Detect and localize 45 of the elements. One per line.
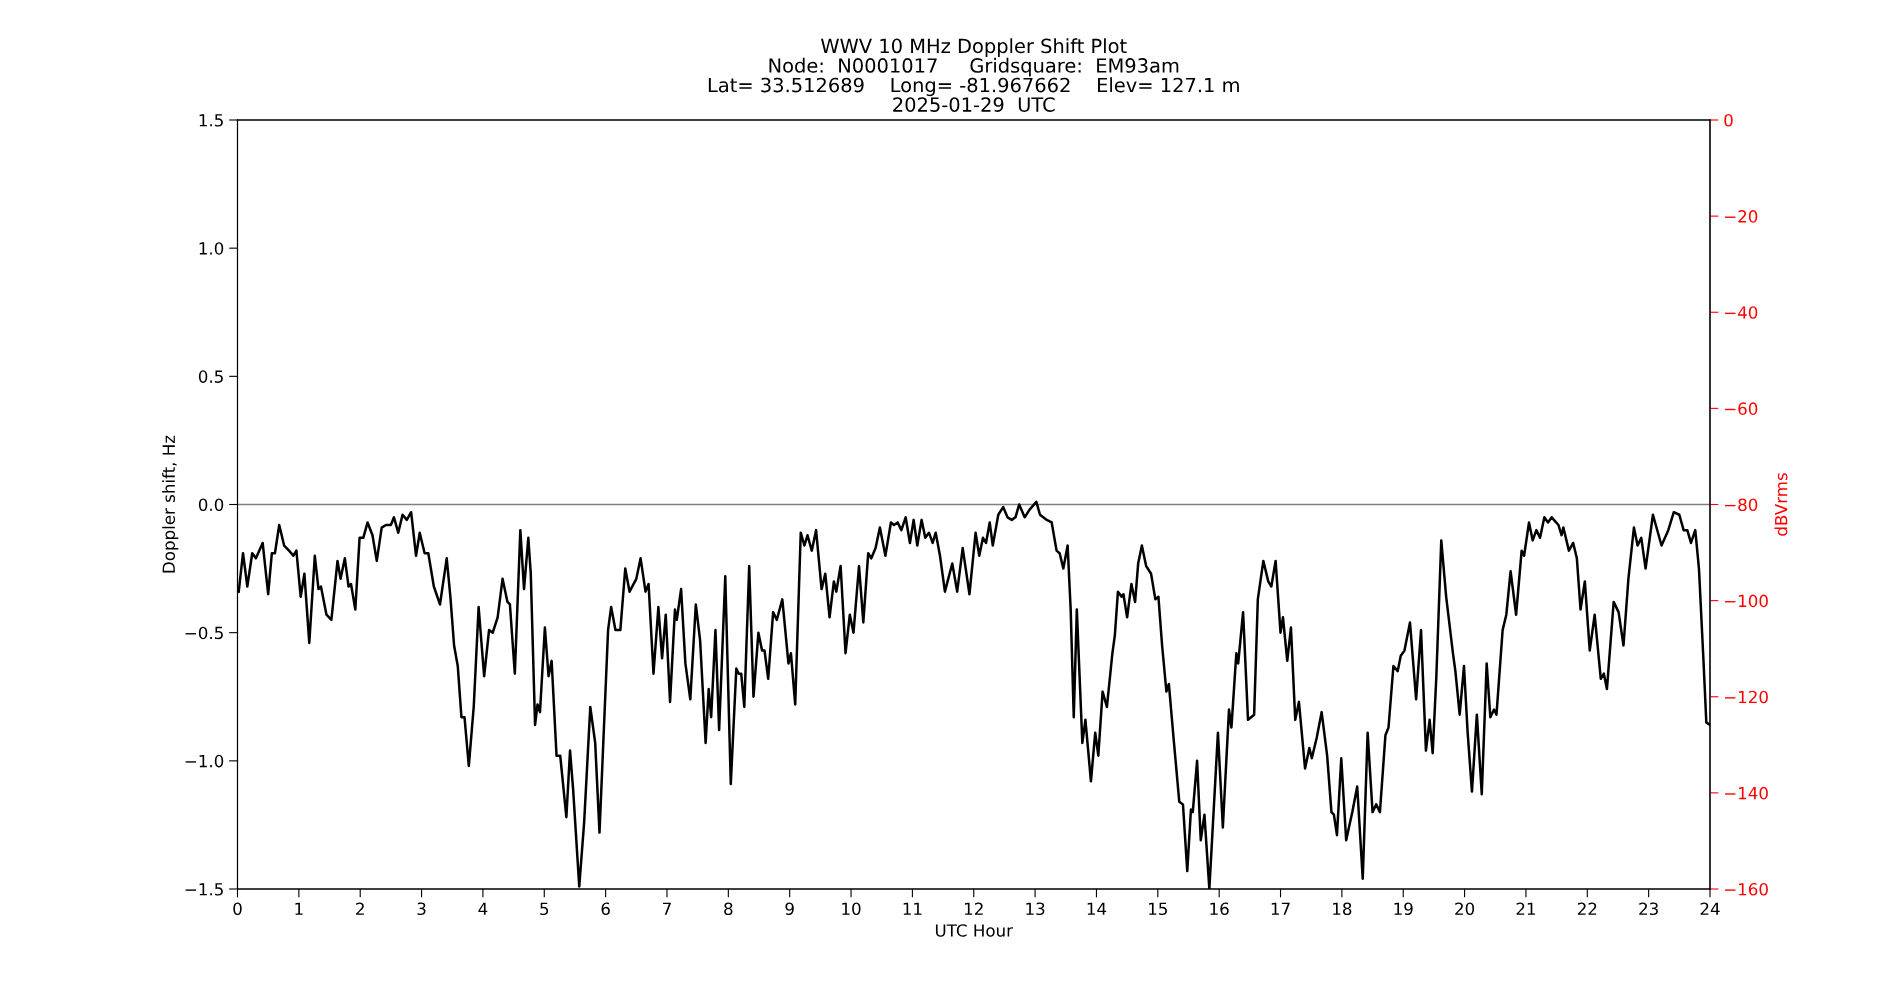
x-tick-label: 20 [1455, 902, 1475, 916]
x-tick-label: 18 [1333, 902, 1352, 916]
y2-axis-title: dBVrms [1774, 473, 1788, 536]
x-tick-label: 11 [903, 902, 922, 915]
x-tick-label: 13 [1026, 902, 1045, 916]
y2-tick-label: −160 [1724, 882, 1768, 896]
x-tick-label: 14 [1087, 902, 1107, 915]
x-tick-label: 23 [1639, 902, 1658, 916]
y2-tick-label: −40 [1724, 306, 1758, 319]
x-tick-label: 2 [356, 902, 364, 915]
y-tick-label: 0.0 [198, 498, 224, 512]
y2-tick-label: −20 [1724, 210, 1758, 223]
x-tick-label: 5 [540, 902, 549, 916]
y2-tick-label: −140 [1724, 786, 1768, 800]
x-tick-label: 21 [1516, 902, 1535, 915]
x-tick-label: 10 [842, 902, 861, 916]
x-tick-label: 6 [601, 902, 610, 916]
y2-tick-label: −120 [1724, 690, 1768, 704]
y-tick-label: 1.0 [199, 242, 224, 255]
y2-tick-label: 0 [1724, 113, 1733, 127]
x-tick-label: 4 [478, 902, 488, 915]
x-tick-label: 24 [1700, 902, 1720, 915]
y-tick-label: −1.0 [185, 754, 224, 768]
x-tick-label: 3 [417, 902, 426, 916]
y-tick-label: 1.5 [199, 114, 223, 127]
y-tick-label: −1.5 [185, 883, 223, 896]
chart-title: WWV 10 MHz Doppler Shift Plot Node: N0001017 Gridsquare: EM93am Lat= 33.512689 Long= -81.967662 Elev= 127.1 m 2025-01-29 UTC [708, 38, 1239, 112]
x-tick-label: 12 [964, 902, 983, 915]
x-tick-label: 15 [1149, 902, 1167, 916]
x-tick-label: 17 [1271, 902, 1290, 915]
y2-tick-label: −100 [1724, 594, 1768, 608]
x-tick-label: 8 [724, 902, 733, 916]
x-tick-label: 22 [1577, 902, 1597, 915]
x-tick-label: 7 [663, 902, 671, 915]
y-tick-label: −0.5 [185, 626, 223, 640]
x-axis-title: UTC Hour [935, 924, 1013, 937]
x-tick-label: 0 [233, 902, 242, 916]
x-tick-label: 1 [295, 902, 303, 915]
x-tick-label: 19 [1394, 902, 1413, 916]
y2-tick-label: −60 [1724, 402, 1758, 415]
y2-tick-label: −80 [1724, 498, 1758, 512]
y-axis-title: Doppler shift, Hz [162, 435, 179, 573]
x-tick-label: 9 [785, 902, 794, 916]
y-tick-label: 0.5 [198, 370, 223, 383]
x-tick-label: 16 [1210, 902, 1229, 916]
